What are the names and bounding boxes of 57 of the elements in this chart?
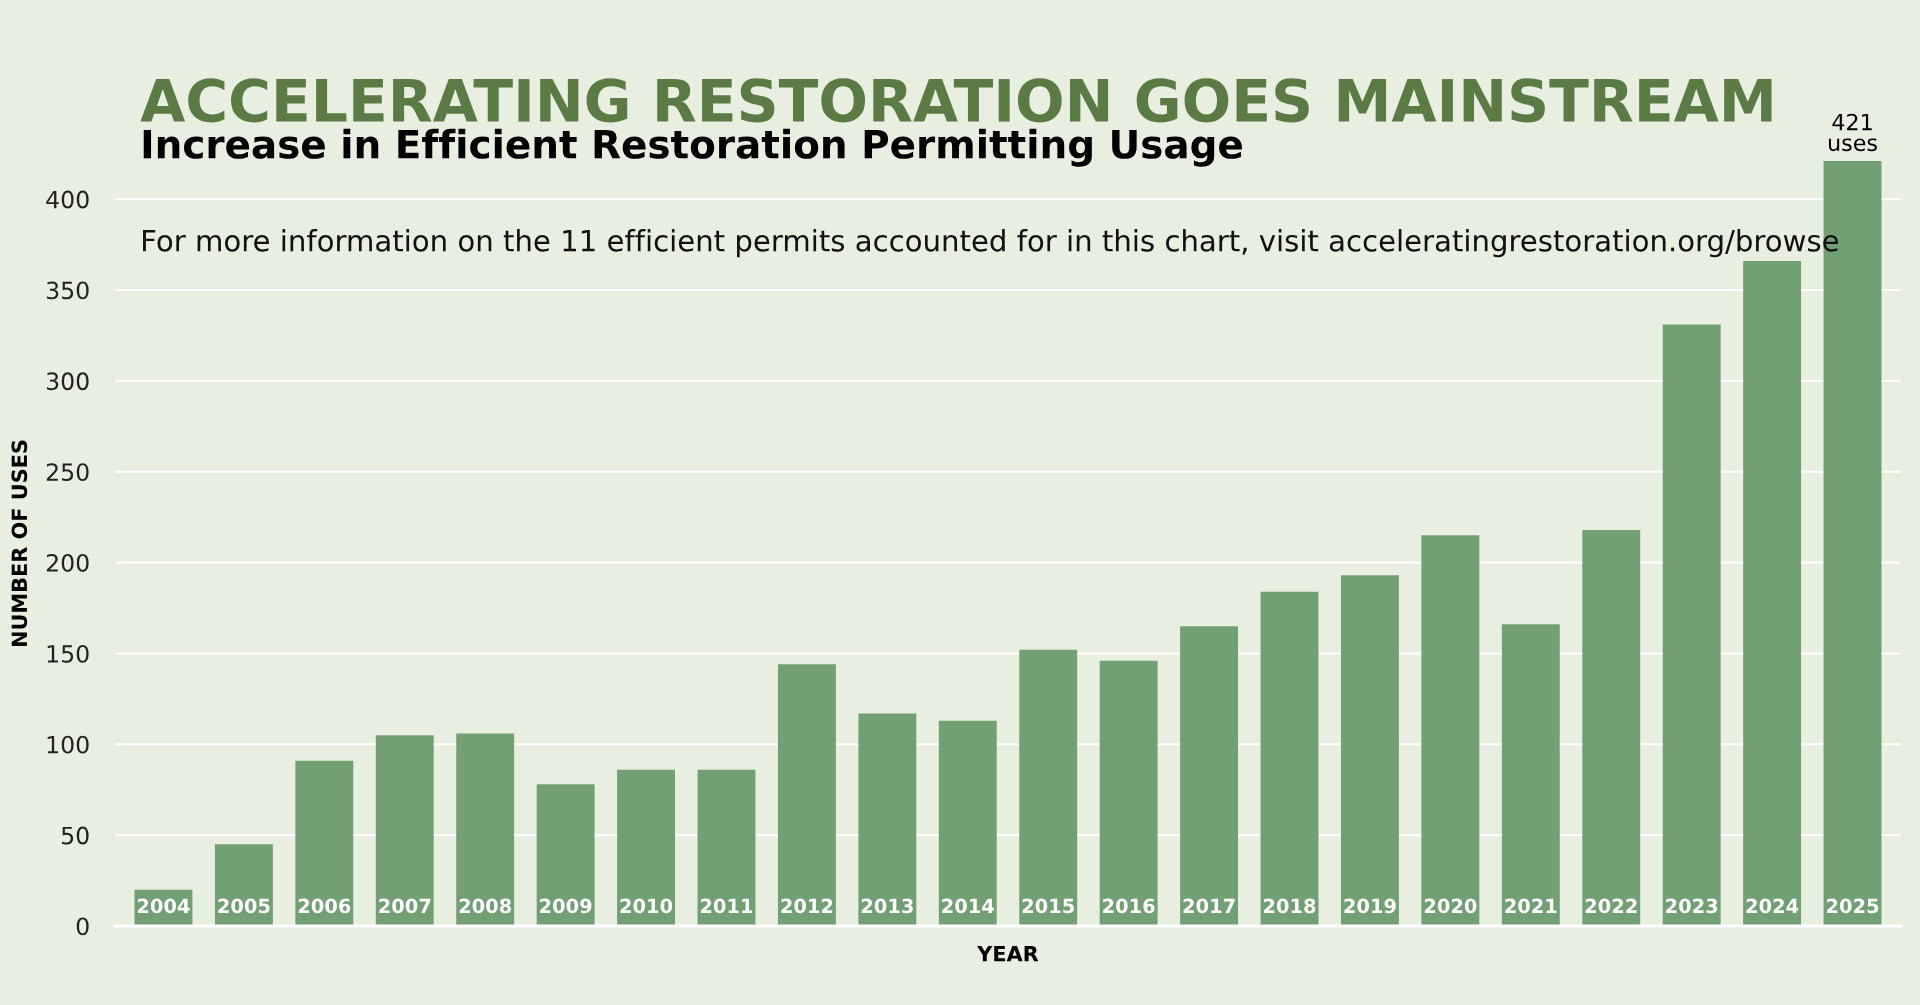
bar — [1099, 660, 1158, 927]
bar — [1421, 535, 1480, 927]
y-tick-label: 250 — [46, 463, 89, 482]
annotation: For more information on the 11 efficient permits accounted for in this chart, visit acceleratingrestoration.org/browse — [143, 229, 1839, 258]
x-tick-label: 2010 — [620, 898, 673, 914]
bar — [295, 760, 354, 927]
x-tick-label: 2016 — [1103, 898, 1155, 914]
x-tick-label: 2020 — [1424, 898, 1477, 914]
x-tick-label: 2022 — [1585, 898, 1637, 914]
x-tick-label: 2021 — [1505, 898, 1557, 914]
bar — [858, 713, 917, 927]
bar — [697, 769, 756, 927]
x-tick-label: 2023 — [1666, 898, 1718, 914]
x-tick-label: 2007 — [379, 898, 431, 914]
bar — [1260, 591, 1319, 927]
y-tick-label: 150 — [47, 644, 89, 663]
bar — [1743, 260, 1802, 927]
bar — [1019, 649, 1078, 927]
chart-title: ACCELERATING RESTORATION GOES MAINSTREAM — [140, 78, 1772, 123]
bar — [1180, 626, 1239, 927]
y-tick-label: 400 — [46, 190, 89, 209]
bar — [214, 844, 273, 927]
x-tick-label: 2006 — [298, 898, 351, 914]
x-axis-title: YEAR — [977, 946, 1039, 962]
x-tick-label: 2013 — [861, 898, 913, 914]
bar — [938, 720, 997, 927]
x-tick-label: 2017 — [1183, 898, 1235, 914]
bar — [777, 664, 836, 927]
y-tick-label: 350 — [46, 281, 89, 300]
bar — [375, 735, 434, 927]
x-tick-label: 2004 — [137, 898, 190, 914]
x-tick-label: 2011 — [700, 898, 753, 914]
x-tick-label: 2019 — [1344, 898, 1396, 914]
y-tick-label: 100 — [47, 735, 89, 754]
bar — [1662, 324, 1721, 927]
y-axis-title: NUMBER OF USES — [11, 440, 28, 647]
annotation: 421 uses — [1828, 113, 1877, 152]
y-tick-label: 200 — [46, 554, 89, 572]
bar — [1582, 529, 1641, 927]
chart-subtitle: Increase in Efficient Restoration Permitting Usage — [143, 128, 1242, 167]
x-tick-label: 2024 — [1746, 898, 1799, 914]
y-tick-label: 300 — [46, 372, 89, 391]
x-tick-label: 2018 — [1263, 898, 1316, 914]
x-tick-label: 2025 — [1827, 898, 1879, 914]
x-tick-label: 2014 — [942, 898, 994, 914]
x-tick-label: 2009 — [540, 898, 592, 914]
bar — [617, 769, 676, 927]
bar — [1501, 624, 1560, 927]
x-tick-label: 2008 — [459, 898, 512, 914]
x-tick-label: 2005 — [218, 898, 270, 914]
bar — [456, 733, 515, 927]
y-tick-label: 50 — [61, 826, 89, 845]
bar — [536, 784, 595, 927]
y-tick-label: 0 — [76, 917, 89, 936]
bar — [1340, 575, 1399, 927]
x-tick-label: 2012 — [781, 898, 833, 914]
x-tick-label: 2015 — [1022, 898, 1074, 914]
